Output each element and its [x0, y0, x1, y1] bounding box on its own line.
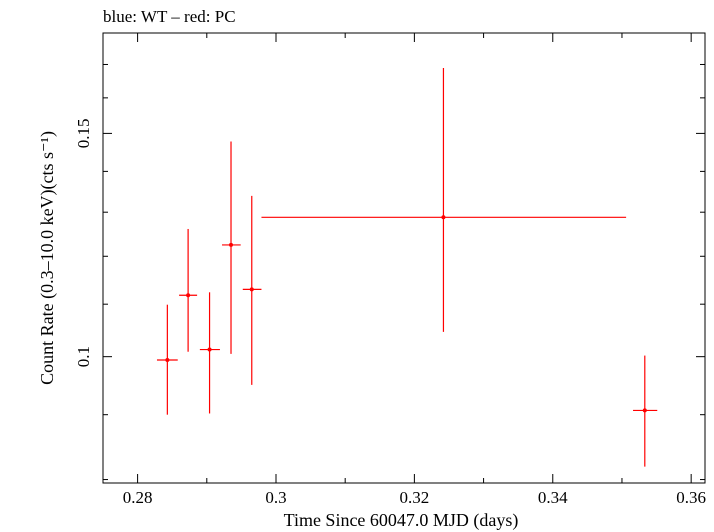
data-point	[156, 304, 178, 415]
x-tick-label: 0.34	[538, 488, 568, 507]
data-series	[156, 68, 658, 467]
data-point	[242, 195, 262, 385]
y-tick-label: 0.15	[74, 119, 93, 149]
data-point	[179, 228, 198, 352]
y-axis-label: Count Rate (0.3–10.0 keV)(cts s⁻¹)	[37, 131, 58, 385]
x-tick-label: 0.36	[676, 488, 706, 507]
chart-title: blue: WT – red: PC	[103, 7, 236, 26]
data-point	[199, 292, 220, 414]
x-tick-label: 0.3	[265, 488, 286, 507]
point-marker	[249, 287, 254, 292]
plot-frame	[102, 32, 706, 484]
y-axis: 0.1 0.15	[74, 63, 705, 481]
data-point	[633, 355, 658, 467]
point-marker	[642, 408, 647, 413]
x-axis-label: Time Since 60047.0 MJD (days)	[284, 510, 519, 531]
point-marker	[229, 242, 234, 247]
point-marker	[441, 215, 446, 220]
data-point	[261, 68, 627, 332]
y-tick-label: 0.1	[74, 346, 93, 367]
data-point	[222, 141, 241, 354]
x-axis: 0.28 0.3 0.32 0.34 0.36	[123, 33, 706, 507]
point-marker	[186, 293, 191, 298]
point-marker	[207, 347, 212, 352]
point-marker	[165, 357, 170, 362]
x-tick-label: 0.28	[123, 488, 153, 507]
x-tick-label: 0.32	[400, 488, 430, 507]
